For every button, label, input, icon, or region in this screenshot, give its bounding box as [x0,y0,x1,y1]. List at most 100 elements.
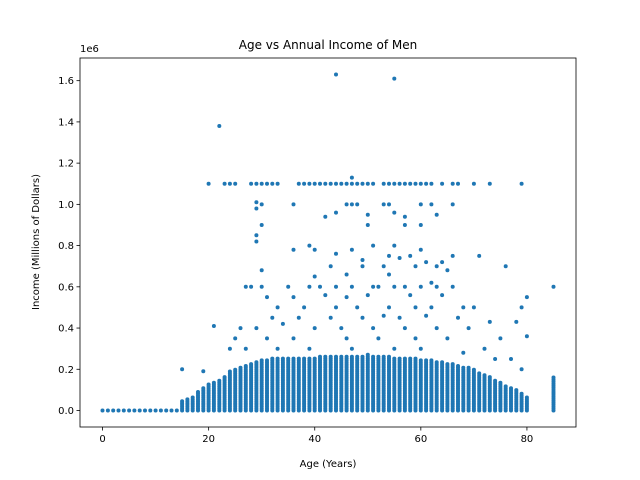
data-point [254,326,259,331]
data-point [413,305,418,310]
data-point [509,357,513,361]
data-point [259,358,264,363]
data-point [445,336,450,341]
data-point [355,181,360,186]
chart-title: Age vs Annual Income of Men [239,38,417,52]
data-point [206,181,211,186]
data-point [524,334,529,339]
data-point [355,354,360,359]
data-point [344,202,349,207]
data-point [307,284,312,289]
x-tick-label: 0 [99,434,105,445]
data-point [429,181,434,186]
data-point [429,280,434,285]
data-point [360,354,365,359]
data-point [312,247,317,252]
data-point [201,386,206,391]
data-point [291,247,296,252]
data-point [339,354,344,359]
data-point [456,181,460,186]
data-point [519,391,524,396]
x-tick-label: 20 [202,434,215,445]
y-axis-title: Income (Millions of Dollars) [31,174,42,310]
data-point [376,354,381,359]
data-point [440,260,445,265]
data-point [355,305,360,310]
data-point [307,356,312,361]
data-point [249,362,254,367]
data-point [418,346,423,351]
data-point [450,284,455,289]
data-point [254,181,259,186]
data-point [180,367,185,372]
data-point [381,202,386,207]
data-point [328,354,333,359]
data-point [387,202,391,207]
data-point [402,326,407,331]
data-point [265,358,269,363]
data-point [365,212,370,217]
data-point [392,181,397,186]
data-point [222,181,227,186]
data-point [270,356,275,361]
data-point [418,358,423,363]
y-tick-label: 1.0 [58,200,74,211]
data-point [371,181,376,186]
data-point [471,305,476,310]
data-point [440,293,445,298]
data-point [312,181,317,186]
data-points [100,72,556,413]
data-point [302,181,307,186]
data-point [344,272,349,277]
data-point [275,356,280,361]
data-point [371,284,376,289]
data-point [217,378,222,383]
data-point [519,181,524,186]
data-point [424,313,429,318]
data-point [456,364,460,368]
data-point [328,264,333,269]
data-point [349,202,354,207]
data-point [365,293,370,298]
data-point [270,315,275,320]
data-point [392,356,397,361]
data-point [227,181,232,186]
data-point [551,408,556,413]
data-point [334,72,338,77]
data-point [174,408,179,413]
data-point [227,346,232,351]
data-point [169,408,174,413]
data-point [291,295,296,300]
data-point [259,284,264,289]
data-point [137,408,142,413]
data-point [334,284,338,289]
data-point [323,354,328,359]
data-point [424,260,429,265]
data-point [450,253,455,258]
data-point [371,326,376,331]
data-point [254,360,259,365]
data-point [434,212,439,217]
axis-ticks: 0 20 40 60 80 0.0 0.2 0.4 0.6 0.8 1.0 1.2 1.4 1.6 [58,76,533,445]
data-point [429,305,434,310]
data-point [249,181,254,186]
data-point [339,326,344,331]
data-point [371,354,376,359]
data-point [355,202,360,207]
data-point [456,315,460,320]
data-point [111,408,116,413]
data-point [259,181,264,186]
data-point [243,284,248,289]
data-point [493,378,498,383]
data-point [158,408,163,413]
y-axis-offset-text: 1e6 [80,44,99,55]
data-point [487,375,492,380]
data-point [349,354,354,359]
data-point [143,408,147,413]
data-point [312,274,317,279]
data-point [328,315,333,320]
data-point [381,354,386,359]
y-tick-label: 1.6 [58,76,74,87]
data-point [434,326,439,331]
data-point [365,352,370,357]
